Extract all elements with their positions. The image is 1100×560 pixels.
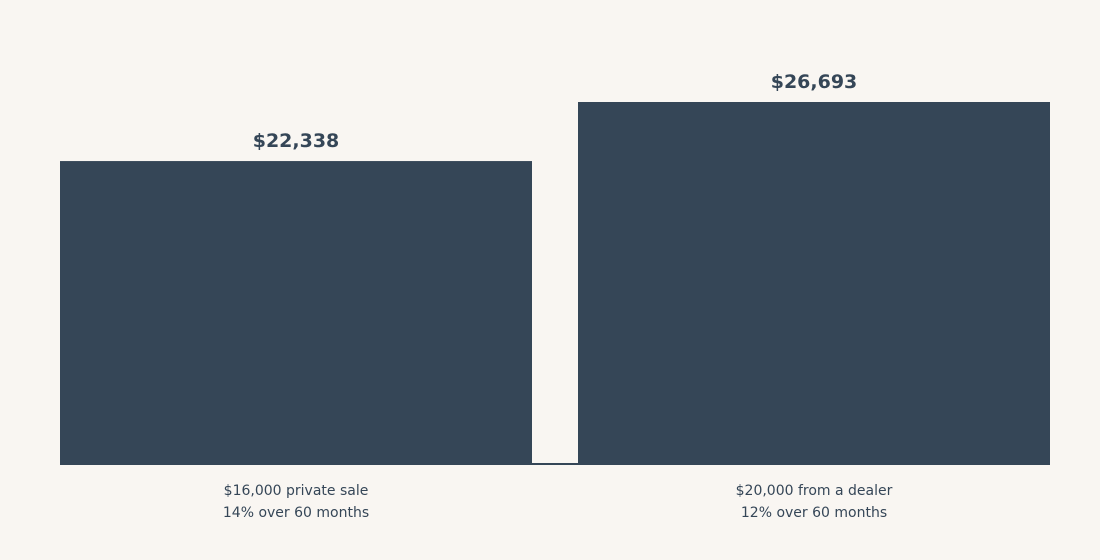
- bar-0: [60, 161, 532, 466]
- bars-layer: [60, 102, 1050, 466]
- value-label-0: $22,338: [253, 130, 340, 152]
- category-label-1-line-1: 12% over 60 months: [741, 505, 887, 521]
- labels-layer: $22,338 $16,000 private sale 14% over 60 m…: [223, 71, 893, 521]
- category-label-0-line-1: 14% over 60 months: [223, 505, 369, 521]
- bar-1: [578, 102, 1050, 465]
- category-label-0-line-0: $16,000 private sale: [224, 483, 369, 499]
- value-label-1: $26,693: [771, 71, 858, 93]
- category-label-1-line-0: $20,000 from a dealer: [736, 483, 893, 499]
